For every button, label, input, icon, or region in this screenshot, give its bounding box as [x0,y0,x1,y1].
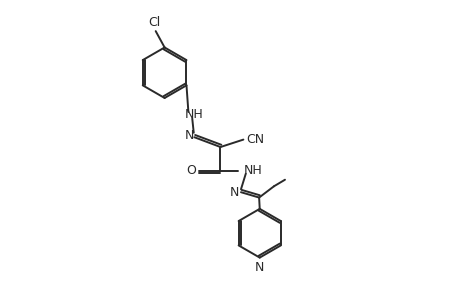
Text: O: O [186,164,196,177]
Text: NH: NH [243,164,262,177]
Text: NH: NH [184,108,203,122]
Text: N: N [254,261,264,274]
Text: N: N [184,129,193,142]
Text: CN: CN [245,133,263,146]
Text: N: N [230,186,239,199]
Text: Cl: Cl [148,16,160,29]
